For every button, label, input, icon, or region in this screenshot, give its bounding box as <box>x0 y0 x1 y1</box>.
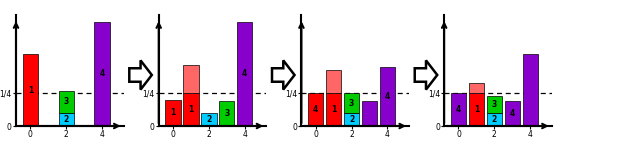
Text: 1: 1 <box>188 105 194 114</box>
Text: 1: 1 <box>28 86 33 95</box>
Bar <box>469 83 484 93</box>
Text: 3: 3 <box>224 109 230 118</box>
Bar <box>487 96 502 113</box>
Bar <box>523 54 538 126</box>
Bar <box>308 93 323 126</box>
Bar <box>95 22 109 126</box>
Bar <box>326 70 341 93</box>
Text: 3: 3 <box>492 100 497 109</box>
Bar <box>165 100 180 126</box>
Text: 1: 1 <box>474 105 479 114</box>
Text: 2: 2 <box>492 115 497 124</box>
Text: 4: 4 <box>313 105 319 114</box>
Text: 4: 4 <box>99 69 105 78</box>
Text: 4: 4 <box>242 69 248 78</box>
Bar <box>184 65 198 93</box>
Bar <box>487 113 502 126</box>
Bar <box>469 93 484 126</box>
Bar <box>184 93 198 126</box>
Bar <box>505 101 520 126</box>
Bar <box>451 93 466 126</box>
Bar <box>362 101 377 126</box>
FancyArrow shape <box>272 60 294 90</box>
Bar <box>23 54 38 126</box>
Text: 1: 1 <box>170 108 176 117</box>
FancyArrow shape <box>415 60 437 90</box>
Bar <box>237 22 252 126</box>
FancyArrow shape <box>129 60 152 90</box>
Text: 2: 2 <box>349 115 355 124</box>
Bar <box>59 113 74 126</box>
Bar <box>326 93 341 126</box>
Bar <box>219 101 234 126</box>
Bar <box>59 91 74 113</box>
Text: 4: 4 <box>456 105 461 114</box>
Bar <box>201 113 216 126</box>
Text: 4: 4 <box>385 92 390 101</box>
Text: 1: 1 <box>331 105 337 114</box>
Text: 2: 2 <box>206 115 212 124</box>
Bar <box>380 67 395 126</box>
Text: 3: 3 <box>349 99 355 108</box>
Bar <box>344 93 359 113</box>
Text: 2: 2 <box>63 115 69 124</box>
Text: 4: 4 <box>509 109 515 118</box>
Text: 3: 3 <box>63 97 69 106</box>
Bar <box>344 113 359 126</box>
